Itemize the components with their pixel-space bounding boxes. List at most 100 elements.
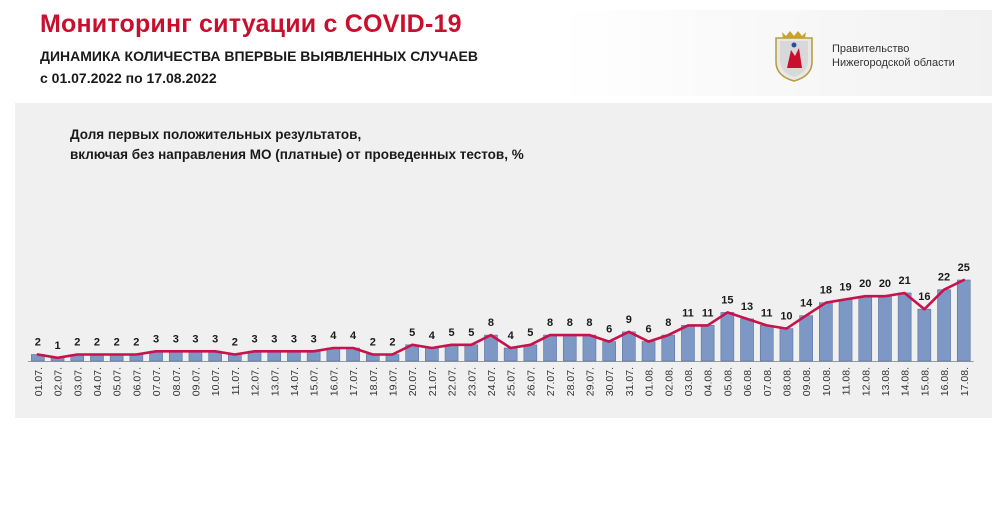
tick-label-18.07.: 18.07. bbox=[368, 367, 380, 396]
bar-22.07. bbox=[444, 344, 459, 362]
bar-17.08. bbox=[956, 279, 971, 362]
tick-label-05.07.: 05.07. bbox=[112, 367, 124, 396]
bar-15.08. bbox=[917, 308, 932, 362]
data-label-13.07.: 3 bbox=[271, 333, 277, 345]
bar-03.08. bbox=[681, 325, 695, 362]
data-label-02.08.: 8 bbox=[665, 317, 671, 329]
tick-label-29.07.: 29.07. bbox=[584, 367, 596, 396]
tick-label-28.07.: 28.07. bbox=[565, 367, 577, 396]
tick-label-16.07.: 16.07. bbox=[328, 367, 340, 396]
tick-label-04.08.: 04.08. bbox=[703, 367, 715, 396]
tick-label-25.07.: 25.07. bbox=[506, 367, 518, 396]
data-label-30.07.: 6 bbox=[606, 324, 612, 336]
tick-label-14.08.: 14.08. bbox=[900, 367, 912, 396]
header-banner bbox=[30, 10, 992, 96]
bar-08.07. bbox=[168, 350, 183, 362]
tick-label-03.07.: 03.07. bbox=[72, 367, 84, 396]
tick-label-08.07.: 08.07. bbox=[171, 367, 183, 396]
bar-07.08. bbox=[759, 325, 774, 362]
bar-29.07. bbox=[582, 334, 597, 362]
chart-title: Доля первых положительных результатов, в… bbox=[70, 125, 770, 165]
data-label-04.07.: 2 bbox=[94, 337, 100, 349]
bar-15.07. bbox=[306, 350, 321, 362]
tick-label-05.08.: 05.08. bbox=[722, 367, 734, 396]
data-label-16.08.: 22 bbox=[938, 272, 950, 284]
tick-label-30.07.: 30.07. bbox=[604, 367, 616, 396]
tick-label-01.08.: 01.08. bbox=[644, 367, 656, 396]
data-label-03.07.: 2 bbox=[74, 337, 80, 349]
data-label-06.08.: 13 bbox=[741, 301, 753, 313]
tick-label-16.08.: 16.08. bbox=[939, 367, 951, 396]
tick-label-03.08.: 03.08. bbox=[683, 367, 695, 396]
data-label-28.07.: 8 bbox=[567, 317, 573, 329]
tick-label-08.08.: 08.08. bbox=[781, 367, 793, 396]
data-label-29.07.: 8 bbox=[586, 317, 592, 329]
bar-09.08. bbox=[799, 315, 813, 362]
bar-21.07. bbox=[425, 347, 439, 362]
tick-label-09.07.: 09.07. bbox=[190, 367, 202, 396]
bar-08.08. bbox=[779, 328, 794, 362]
tick-label-06.07.: 06.07. bbox=[131, 367, 143, 396]
tick-label-04.07.: 04.07. bbox=[92, 367, 104, 396]
data-label-19.07.: 2 bbox=[389, 337, 395, 349]
data-label-25.07.: 4 bbox=[508, 330, 515, 342]
bar-14.08. bbox=[897, 292, 912, 362]
data-label-15.08.: 16 bbox=[918, 291, 930, 303]
data-label-22.07.: 5 bbox=[448, 327, 454, 339]
data-label-18.07.: 2 bbox=[370, 337, 376, 349]
tick-label-13.07.: 13.07. bbox=[269, 367, 281, 396]
bar-04.08. bbox=[700, 325, 715, 362]
data-label-01.07.: 2 bbox=[35, 337, 41, 349]
tick-label-02.07.: 02.07. bbox=[53, 367, 65, 396]
trend-line bbox=[36, 278, 966, 360]
tick-label-17.07.: 17.07. bbox=[348, 367, 360, 396]
org-name-line2: Нижегородской области bbox=[832, 57, 955, 69]
data-label-01.08.: 6 bbox=[645, 324, 651, 336]
bar-16.08. bbox=[937, 289, 951, 362]
bar-28.07. bbox=[562, 334, 577, 362]
data-label-15.07.: 3 bbox=[311, 333, 317, 345]
data-label-05.07.: 2 bbox=[114, 337, 120, 349]
bar-14.07. bbox=[287, 350, 301, 362]
bar-01.08. bbox=[641, 341, 656, 362]
tick-label-15.07.: 15.07. bbox=[309, 367, 321, 396]
chart-title-line2: включая без направления МО (платные) от … bbox=[70, 147, 524, 162]
tick-label-23.07.: 23.07. bbox=[466, 367, 478, 396]
data-label-02.07.: 1 bbox=[54, 340, 60, 352]
bar-10.08. bbox=[819, 302, 833, 362]
data-label-24.07.: 8 bbox=[488, 317, 494, 329]
tick-label-09.08.: 09.08. bbox=[801, 367, 813, 396]
data-label-13.08.: 20 bbox=[879, 278, 891, 290]
tick-label-19.07.: 19.07. bbox=[387, 367, 399, 396]
tick-label-01.07.: 01.07. bbox=[33, 367, 45, 396]
data-label-08.07.: 3 bbox=[173, 333, 179, 345]
tick-label-07.08.: 07.08. bbox=[762, 367, 774, 396]
bar-31.07. bbox=[622, 331, 636, 362]
tick-label-14.07.: 14.07. bbox=[289, 367, 301, 396]
data-label-17.08.: 25 bbox=[958, 262, 970, 274]
tick-label-10.08.: 10.08. bbox=[821, 367, 833, 396]
bar-30.07. bbox=[602, 341, 616, 362]
page-subtitle: ДИНАМИКА КОЛИЧЕСТВА ВПЕРВЫЕ ВЫЯВЛЕННЫХ С… bbox=[40, 48, 478, 64]
bar-13.07. bbox=[267, 350, 282, 362]
page-title: Мониторинг ситуации с COVID-19 bbox=[40, 10, 462, 38]
bar-05.08. bbox=[720, 312, 735, 362]
bar-27.07. bbox=[543, 334, 557, 362]
data-label-03.08.: 11 bbox=[682, 307, 694, 319]
bar-26.07. bbox=[523, 344, 538, 362]
tick-label-10.07.: 10.07. bbox=[210, 367, 222, 396]
data-label-17.07.: 4 bbox=[350, 330, 357, 342]
tick-label-21.07.: 21.07. bbox=[427, 367, 439, 396]
data-label-21.07.: 4 bbox=[429, 330, 436, 342]
data-label-10.07.: 3 bbox=[212, 333, 218, 345]
tick-label-12.07.: 12.07. bbox=[250, 367, 262, 396]
tick-label-11.08.: 11.08. bbox=[841, 367, 853, 395]
tick-label-24.07.: 24.07. bbox=[486, 367, 498, 396]
data-label-23.07.: 5 bbox=[468, 327, 474, 339]
tick-label-31.07.: 31.07. bbox=[624, 367, 636, 396]
data-label-26.07.: 5 bbox=[527, 327, 533, 339]
data-label-31.07.: 9 bbox=[626, 314, 632, 326]
tick-label-22.07.: 22.07. bbox=[447, 367, 459, 396]
data-label-20.07.: 5 bbox=[409, 327, 415, 339]
